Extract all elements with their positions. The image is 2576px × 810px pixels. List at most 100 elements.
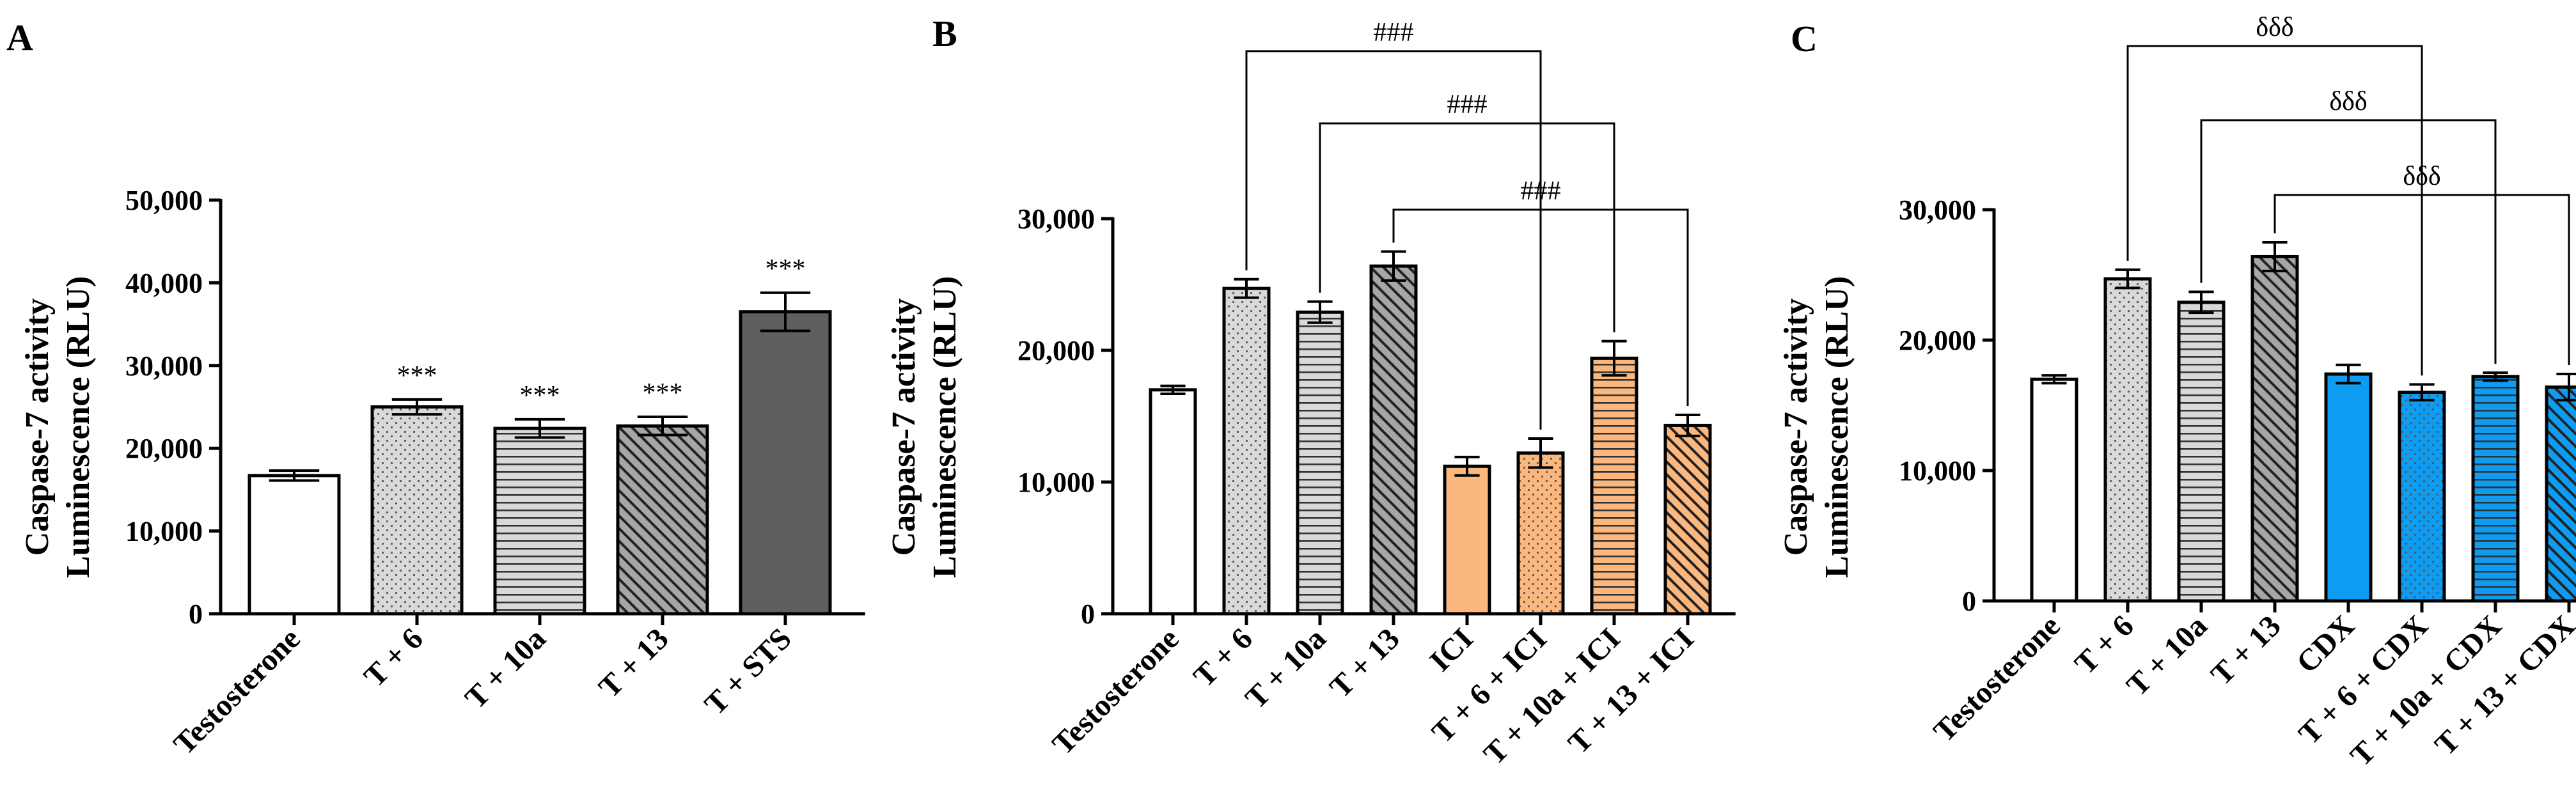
- x-tick-label: T + 13: [1323, 621, 1406, 705]
- bar: [1663, 423, 1712, 616]
- bar-fill: [249, 475, 339, 614]
- error-bar: [2115, 268, 2140, 290]
- error-bar: [760, 291, 811, 332]
- error-bar: [1234, 277, 1259, 299]
- error-bar: [1528, 437, 1553, 469]
- error-bar: [1160, 384, 1186, 395]
- y-tick-label: 20,000: [125, 433, 203, 464]
- bar-fill: [741, 311, 830, 614]
- bar: [616, 424, 709, 616]
- significance-label: ***: [766, 254, 806, 284]
- y-tick-label: 40,000: [125, 267, 203, 299]
- panel-b-ylabel-line2: Luminescence (RLU): [927, 276, 963, 578]
- comparison-bracket: ###: [1319, 90, 1615, 332]
- error-bar: [1307, 300, 1333, 324]
- bar-pattern: [2473, 377, 2518, 601]
- x-tick-label: Testosterone: [167, 621, 306, 761]
- bar: [370, 405, 464, 616]
- significance-label: ***: [397, 361, 437, 391]
- bar: [2398, 391, 2446, 603]
- y-tick-label: 0: [1962, 586, 1976, 617]
- y-tick-label: 0: [1081, 598, 1095, 630]
- error-bar: [391, 398, 443, 416]
- panel-b-ylabel-line1: Caspase-7 activity: [886, 299, 922, 556]
- bar: [2471, 375, 2520, 603]
- x-tick-label: T + 10a: [1239, 621, 1333, 715]
- x-tick-label: T + STS: [698, 621, 798, 721]
- panel-c-ylabel-line1: Caspase-7 activity: [1778, 299, 1814, 556]
- bracket-label: ###: [1447, 90, 1488, 120]
- comparison-bracket: ###: [1245, 18, 1542, 430]
- bar-pattern: [1665, 425, 1710, 614]
- bar-fill: [2032, 379, 2077, 601]
- x-tick-label: Testosterone: [1046, 621, 1185, 761]
- bar: [493, 426, 586, 616]
- bar: [1590, 356, 1638, 616]
- panel-c-ylabel: Caspase-7 activity Luminescence (RLU): [1778, 276, 1855, 578]
- x-tick-label: Testosterone: [1927, 609, 2066, 748]
- bar: [2545, 385, 2576, 603]
- bar: [2250, 254, 2299, 603]
- bar: [1149, 388, 1197, 616]
- bar-pattern: [1371, 266, 1416, 614]
- error-bar: [1381, 250, 1406, 282]
- y-tick-label: 20,000: [1899, 325, 1976, 356]
- bar-fill: [2326, 374, 2371, 601]
- bar: [2030, 377, 2078, 603]
- comparison-bracket: δδδ: [2126, 13, 2423, 376]
- bracket-label: δδδ: [2329, 87, 2367, 116]
- y-tick-label: 30,000: [1017, 203, 1095, 235]
- bar-fill: [1445, 466, 1489, 614]
- bracket-label: δδδ: [2256, 13, 2293, 42]
- significance-label: ***: [520, 381, 560, 410]
- error-bar: [2188, 290, 2214, 315]
- bar: [2177, 300, 2226, 603]
- bar: [2324, 372, 2373, 603]
- y-tick-label: 30,000: [1899, 194, 1976, 226]
- error-bar: [269, 469, 320, 482]
- x-tick-label: T + 13: [592, 621, 675, 705]
- panel-label-b: B: [932, 13, 957, 54]
- panel-a-ylabel-line1: Caspase-7 activity: [19, 299, 56, 556]
- error-bar: [2336, 363, 2361, 385]
- comparison-bracket: δδδ: [2200, 87, 2497, 364]
- error-bar: [2262, 241, 2288, 272]
- error-bar: [1454, 455, 1480, 477]
- panel-b-ylabel: Caspase-7 activity Luminescence (RLU): [886, 276, 963, 578]
- bar: [247, 474, 341, 616]
- panel-label-a: A: [6, 17, 33, 58]
- bar-pattern: [618, 426, 707, 614]
- bar-pattern: [1224, 288, 1269, 614]
- bar-pattern: [372, 407, 462, 614]
- bar-pattern: [1298, 312, 1342, 614]
- panel-a: A Caspase-7 activity Luminescence (RLU) …: [6, 17, 865, 761]
- bar: [1296, 310, 1344, 616]
- y-tick-label: 10,000: [1899, 455, 1976, 487]
- y-tick-label: 30,000: [125, 350, 203, 382]
- panel-a-plot: *** *** *** *** 0 10,000 20,000 30,000 40,000 50,…: [125, 185, 865, 761]
- comparison-bracket: δδδ: [2274, 162, 2570, 366]
- bracket-label: ###: [1521, 176, 1561, 206]
- bar-pattern: [2547, 387, 2576, 601]
- significance-label: ***: [643, 378, 683, 408]
- x-tick-label: T + 6: [357, 621, 430, 694]
- bar-pattern: [1592, 358, 1637, 614]
- error-bar: [1675, 413, 1700, 437]
- bar-pattern: [495, 428, 585, 614]
- panel-c: C Caspase-7 activity Luminescence (RLU) …: [1778, 13, 2576, 773]
- bar-fill: [1151, 389, 1195, 614]
- panel-label-c: C: [1791, 18, 1818, 59]
- y-tick-label: 10,000: [1017, 467, 1095, 498]
- panel-a-ylabel-line2: Luminescence (RLU): [60, 276, 97, 578]
- bar-pattern: [2179, 302, 2224, 601]
- y-tick-label: 50,000: [125, 185, 203, 216]
- bar-pattern: [2252, 256, 2297, 601]
- bar: [1369, 264, 1418, 616]
- y-tick-label: 10,000: [125, 516, 203, 547]
- bracket-label: δδδ: [2403, 162, 2440, 191]
- panel-c-ylabel-line2: Luminescence (RLU): [1819, 276, 1855, 578]
- bar: [1222, 286, 1271, 616]
- error-bar: [2041, 374, 2067, 385]
